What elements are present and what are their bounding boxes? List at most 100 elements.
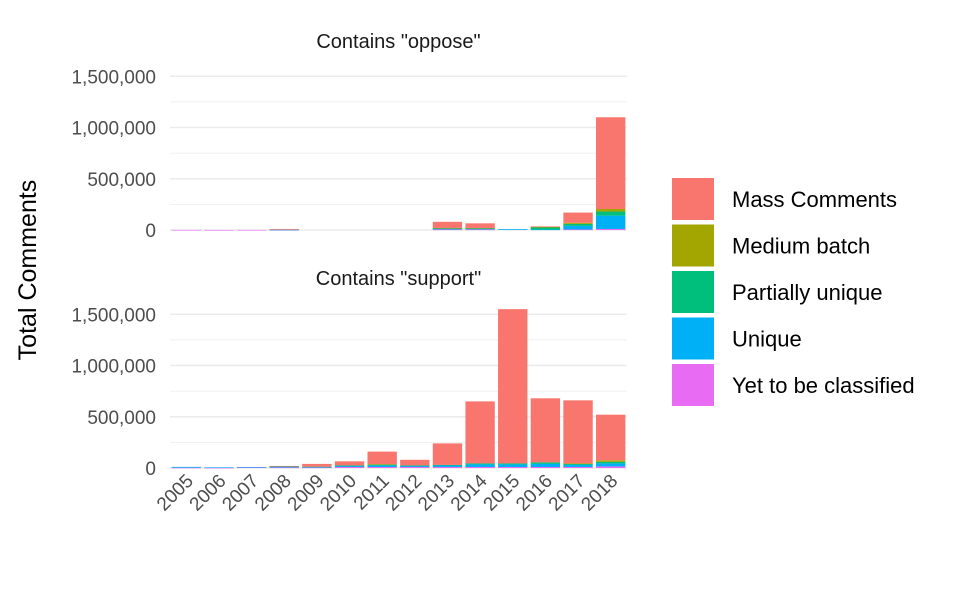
bar-segment-partially-unique	[465, 463, 495, 465]
bar-segment-mass-comments	[465, 223, 495, 228]
bar-segment-medium-batch	[432, 227, 463, 229]
bar-segment-mass-comments	[530, 398, 561, 463]
bar-segment-partially-unique	[595, 461, 626, 464]
bar-segment-yet-to-be-classified	[204, 229, 234, 231]
bar-segment-medium-batch	[530, 226, 561, 228]
bar-segment-medium-batch	[465, 227, 495, 229]
legend-label: Medium batch	[732, 234, 870, 259]
bar-segment-mass-comments	[367, 451, 397, 465]
legend-label: Mass Comments	[732, 187, 897, 212]
bar-segment-medium-batch	[595, 208, 626, 212]
legend-key	[672, 271, 714, 313]
bar-segment-partially-unique	[530, 227, 561, 230]
legend-label: Yet to be classified	[732, 373, 915, 398]
bar-segment-yet-to-be-classified	[400, 466, 430, 468]
bar-segment-mass-comments	[400, 459, 430, 466]
legend-key	[672, 178, 714, 220]
bar-segment-mass-comments	[269, 228, 299, 230]
bar-segment-mass-comments	[595, 414, 626, 461]
y-tick-label: 500,000	[87, 170, 156, 191]
bar-segment-unique	[269, 466, 299, 468]
bar-segment-mass-comments	[269, 465, 299, 467]
bar-segment-medium-batch	[367, 464, 397, 465]
bar-segment-unique	[595, 463, 626, 467]
bar-segment-yet-to-be-classified	[530, 466, 561, 468]
bar-segment-yet-to-be-classified	[563, 229, 593, 231]
x-tick-label: 2010	[316, 471, 361, 516]
bar-segment-partially-unique	[563, 223, 593, 226]
bar-segment-mass-comments	[563, 400, 593, 464]
x-tick-label: 2008	[251, 471, 296, 516]
bar-segment-partially-unique	[530, 462, 561, 464]
x-tick-label: 2017	[545, 471, 590, 516]
bar-segment-mass-comments	[334, 461, 365, 466]
bar-segment-unique	[465, 228, 495, 230]
bar-segment-unique	[432, 228, 463, 230]
x-tick-label: 2012	[382, 471, 427, 516]
bar-segment-mass-comments	[530, 226, 561, 228]
legend-label: Partially unique	[732, 280, 882, 305]
y-tick-label: 1,000,000	[71, 119, 156, 140]
y-tick-label: 1,500,000	[71, 67, 156, 88]
bar-segment-unique	[498, 464, 528, 467]
x-tick-label: 2016	[512, 471, 557, 516]
bar-segment-medium-batch	[563, 222, 593, 224]
bar-segment-yet-to-be-classified	[563, 466, 593, 468]
bar-segment-mass-comments	[465, 401, 495, 464]
facet-title: Contains "support"	[316, 268, 481, 290]
bar-segment-unique	[530, 229, 561, 231]
bar-segment-partially-unique	[334, 465, 365, 467]
x-tick-label: 2014	[447, 470, 492, 515]
bar-segment-partially-unique	[400, 465, 430, 467]
bar-segment-yet-to-be-classified	[432, 466, 463, 468]
legend: Mass Comments Medium batch Partially uniqu…	[672, 178, 915, 406]
bar-segment-partially-unique	[302, 466, 332, 468]
x-tick-label: 2013	[414, 471, 459, 516]
bar-segment-yet-to-be-classified	[269, 467, 299, 469]
bar-segment-yet-to-be-classified	[204, 467, 234, 469]
bar-segment-unique	[334, 465, 365, 467]
legend-label: Unique	[732, 327, 802, 352]
bar-segment-mass-comments	[563, 212, 593, 223]
bar-segment-yet-to-be-classified	[302, 467, 332, 469]
y-tick-label: 0	[145, 221, 156, 242]
bar-segment-yet-to-be-classified	[367, 466, 397, 468]
x-tick-label: 2018	[577, 471, 622, 516]
bar-segment-partially-unique	[563, 463, 593, 465]
facet-panel-2: Contains "support" 0 500,000 1,000,000 1,500…	[71, 268, 627, 480]
facet-panel-1: Contains "oppose" 0 500,000 1,000,000 1,500,…	[71, 31, 627, 242]
bar-segment-partially-unique	[367, 464, 397, 466]
bar-segment-yet-to-be-classified	[595, 466, 626, 468]
bar-segment-unique	[204, 467, 234, 468]
bar-segment-yet-to-be-classified	[498, 466, 528, 468]
bar-segment-yet-to-be-classified	[236, 467, 267, 468]
bar-segment-unique	[171, 466, 202, 468]
bar-segment-unique	[465, 464, 495, 467]
y-tick-label: 500,000	[87, 408, 156, 429]
x-tick-label: 2007	[218, 471, 263, 516]
bar-segment-yet-to-be-classified	[465, 466, 495, 468]
bar-segment-partially-unique	[498, 463, 528, 465]
bar-segment-mass-comments	[498, 309, 528, 464]
bar-segment-yet-to-be-classified	[334, 466, 365, 468]
bar-segment-yet-to-be-classified	[171, 229, 202, 231]
y-tick-label: 0	[145, 459, 156, 480]
bar-segment-unique	[302, 466, 332, 468]
bar-segment-mass-comments	[595, 117, 626, 209]
bar-segment-unique	[563, 225, 593, 230]
bar-segment-unique	[236, 466, 267, 468]
bar-segment-unique	[595, 215, 626, 229]
bar-segment-unique	[530, 463, 561, 467]
bar-segment-unique	[563, 464, 593, 467]
x-tick-label: 2005	[153, 471, 198, 516]
facet-title: Contains "oppose"	[316, 31, 480, 53]
bar-segment-mass-comments	[302, 463, 332, 467]
bar-segment-medium-batch	[563, 463, 593, 464]
bar-segment-mass-comments	[432, 443, 463, 465]
bar-segment-yet-to-be-classified	[236, 229, 267, 231]
bar-segment-unique	[269, 229, 299, 231]
legend-key	[672, 224, 714, 267]
bar-segment-yet-to-be-classified	[465, 229, 495, 231]
x-tick-label: 2011	[350, 471, 394, 515]
